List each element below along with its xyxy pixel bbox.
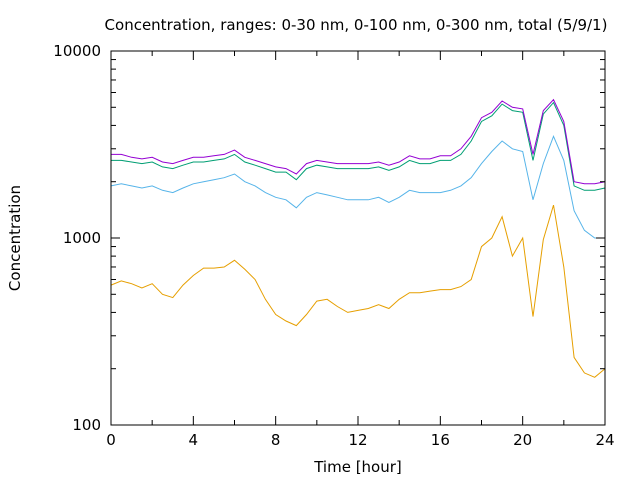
series-line-2	[110, 134, 605, 239]
x-tick-label: 4	[189, 431, 199, 449]
y-axis-label: Concentration	[6, 185, 24, 291]
x-tick-label: 20	[513, 431, 532, 449]
plot-frame	[110, 50, 606, 426]
series-line-3	[111, 101, 606, 191]
series-layer	[110, 98, 606, 378]
x-tick-label: 8	[271, 431, 281, 449]
x-tick-label: 12	[348, 431, 367, 449]
y-tick-label: 10000	[53, 42, 101, 60]
x-tick-label: 0	[106, 431, 116, 449]
series-line-1	[110, 204, 606, 378]
y-tick-label: 1000	[63, 229, 101, 247]
chart-title: Concentration, ranges: 0-30 nm, 0-100 nm…	[105, 16, 608, 34]
axis-layer: 0 4 8 12 16 20 24 100 1000 10000	[53, 42, 614, 449]
series-line-4	[111, 98, 606, 185]
x-tick-label: 24	[595, 431, 614, 449]
x-axis-label: Time [hour]	[313, 458, 402, 476]
x-tick-label: 16	[431, 431, 450, 449]
y-tick-label: 100	[72, 416, 101, 434]
